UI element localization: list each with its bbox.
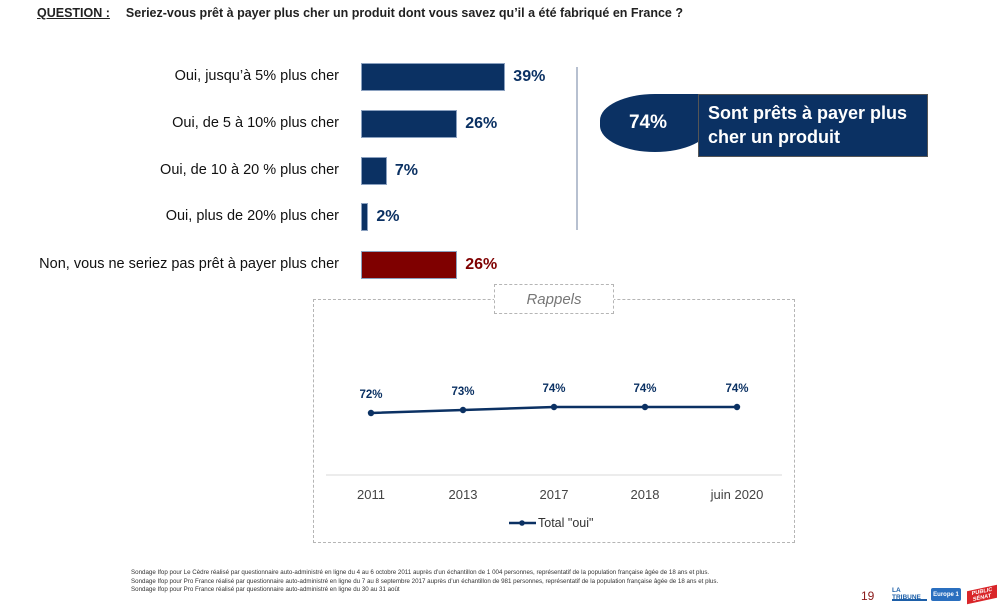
- bar: [361, 110, 458, 138]
- data-label: 74%: [633, 383, 656, 395]
- question: QUESTION : Seriez-vous prêt à payer plus …: [37, 6, 683, 20]
- bar-category-label: Oui, plus de 20% plus cher: [165, 208, 339, 224]
- data-point: [459, 406, 467, 414]
- recall-tab: Rappels: [494, 284, 614, 314]
- bar-category-label: Oui, de 5 à 10% plus cher: [172, 115, 339, 131]
- bar-value-label: 2%: [376, 208, 400, 225]
- summary-box: Sont prêts à payer plus cher un produit: [698, 94, 928, 157]
- footnote: Sondage Ifop pour Pro France réalisé par…: [131, 577, 719, 585]
- x-tick-label: 2018: [631, 487, 660, 502]
- logo-europe-1: Europe 1: [931, 588, 961, 601]
- bar: [361, 63, 506, 91]
- page-number: 19: [861, 589, 875, 603]
- legend-marker-icon: [519, 520, 525, 526]
- recall-title: Rappels: [526, 290, 582, 308]
- footnote: Sondage Ifop pour Le Cèdre réalisé par q…: [131, 569, 710, 576]
- separator-line: [576, 67, 578, 230]
- question-label: QUESTION :: [37, 6, 110, 20]
- bar: [361, 251, 458, 279]
- bar-category-label: Non, vous ne seriez pas prêt à payer plu…: [39, 256, 339, 272]
- bar-category-label: Oui, jusqu’à 5% plus cher: [174, 68, 339, 84]
- summary-value-bubble: 74%: [600, 94, 710, 152]
- bar: [361, 157, 387, 185]
- x-tick-label: 2011: [357, 487, 385, 502]
- x-tick-label: 2017: [540, 487, 569, 502]
- bar-value-label: 7%: [394, 162, 419, 179]
- bar-value-label: 26%: [465, 115, 498, 132]
- footnotes: Sondage Ifop pour Le Cèdre réalisé par q…: [131, 569, 718, 595]
- data-point: [641, 403, 649, 411]
- summary-text: Sont prêts à payer plus cher un produit: [708, 103, 908, 147]
- bar: [361, 203, 369, 231]
- bar-category-label: Oui, de 10 à 20 % plus cher: [160, 162, 339, 178]
- question-text: Seriez-vous prêt à payer plus cher un pr…: [125, 6, 683, 20]
- bar-value-label: 39%: [513, 68, 546, 85]
- data-label: 72%: [359, 389, 382, 401]
- data-point: [367, 409, 375, 417]
- summary-value: 74%: [628, 112, 668, 133]
- x-tick-label: 2013: [449, 487, 478, 502]
- x-tick-label: juin 2020: [710, 487, 764, 502]
- bar-value-label: 26%: [465, 256, 498, 273]
- data-label: 74%: [542, 383, 565, 395]
- data-point: [550, 403, 558, 411]
- legend-label: Total "oui": [538, 516, 593, 530]
- data-label: 74%: [725, 383, 748, 395]
- logo-la-tribune: LA TRIBUNE: [892, 587, 927, 601]
- data-label: 73%: [451, 386, 474, 398]
- footnote: Sondage Ifop pour Pro France réalisé par…: [131, 586, 400, 593]
- data-point: [733, 403, 741, 411]
